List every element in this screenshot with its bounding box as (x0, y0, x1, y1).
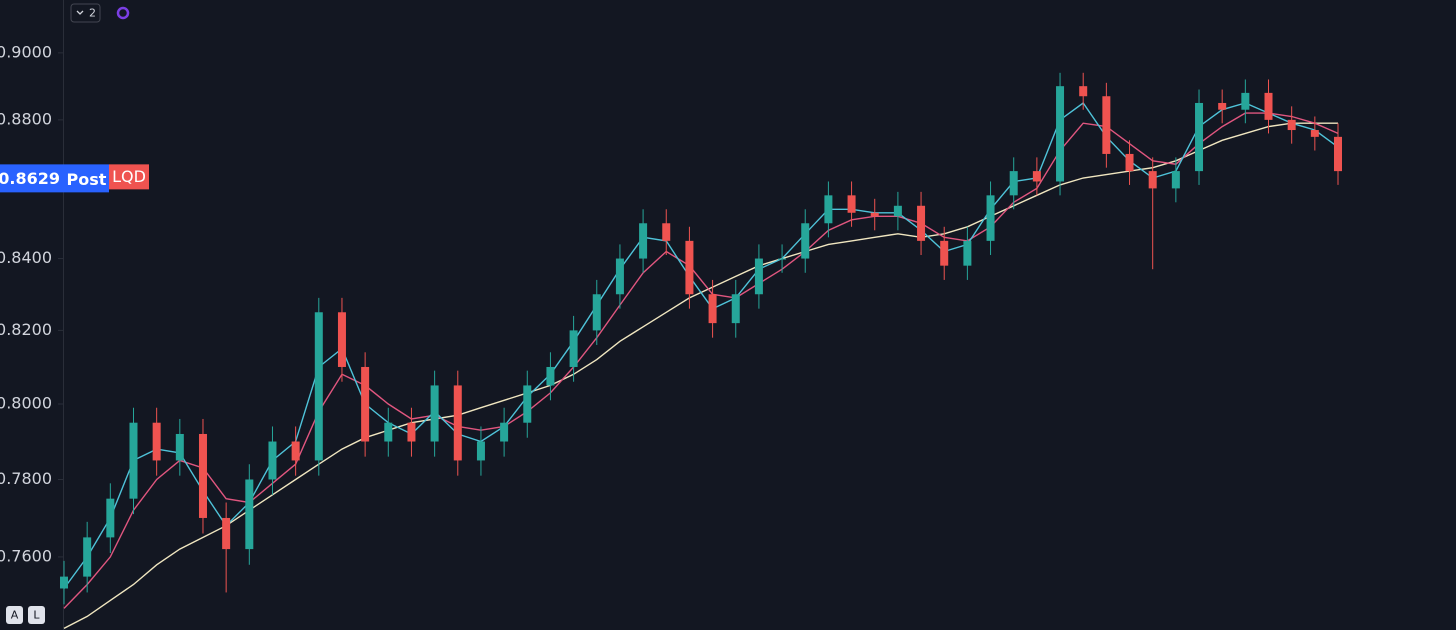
candle-body (1218, 102, 1227, 110)
candle-body (1148, 171, 1157, 189)
y-tick-label: 0.9000 (0, 42, 52, 61)
candle-body (198, 433, 207, 518)
candle-body (222, 517, 231, 550)
candle-body (940, 240, 949, 266)
candle-body (801, 223, 810, 259)
candle-body (1310, 130, 1319, 137)
candle-body (384, 422, 393, 442)
symbol-tag: LQD (112, 167, 146, 186)
candle-body (963, 240, 972, 266)
candle-body (83, 537, 92, 577)
candle-body (268, 441, 277, 480)
price-tag: Post (67, 170, 107, 189)
candle-body (1287, 119, 1296, 131)
candle-body (778, 258, 787, 260)
y-tick-label: 0.8400 (0, 248, 52, 267)
y-tick-label: 0.7600 (0, 546, 52, 565)
candle-body (129, 422, 138, 499)
candle-body (917, 205, 926, 241)
candle-body (569, 330, 578, 367)
candle-body (430, 385, 439, 442)
sync-icon[interactable] (116, 6, 130, 20)
candle-body (1009, 171, 1018, 196)
auto-scale-label: A (11, 609, 19, 622)
y-tick-label: 0.7800 (0, 469, 52, 488)
y-tick-label: 0.8000 (0, 394, 52, 413)
candle-body (615, 258, 624, 295)
candle-body (361, 366, 370, 442)
collapse-button[interactable] (70, 3, 101, 23)
symbol-tag-box (109, 164, 149, 190)
candle-body (1195, 102, 1204, 172)
candle-body (476, 441, 485, 461)
candle-body (1102, 96, 1111, 154)
candle-body (824, 195, 833, 224)
candle-body (314, 312, 323, 461)
candle-body (407, 422, 416, 442)
candle-body (245, 479, 254, 550)
candle-body (708, 294, 717, 324)
candle-body (1079, 86, 1088, 97)
candle-body (986, 195, 995, 241)
candle-body (546, 366, 555, 386)
candle-body (1241, 92, 1250, 110)
candle-body (453, 385, 462, 461)
candle-body (1264, 92, 1273, 120)
candle-body (1334, 136, 1342, 172)
price-label: 0.8629 (0, 169, 60, 188)
candle-body (754, 258, 763, 295)
log-scale-label: L (33, 609, 40, 622)
candle-body (1171, 171, 1180, 189)
candle-body (175, 433, 184, 461)
candle-body (847, 195, 856, 213)
candle-body (106, 498, 115, 538)
candle-body (870, 212, 879, 217)
candle-body (893, 205, 902, 217)
moving-average-line (63, 112, 1339, 609)
y-tick-label: 0.8800 (0, 109, 52, 128)
candle-body (523, 385, 532, 423)
y-tick-label: 0.8200 (0, 320, 52, 339)
candle-body (1125, 153, 1134, 172)
auto-scale-button[interactable] (6, 606, 23, 624)
candle-body (337, 312, 346, 367)
candle-body (1032, 171, 1041, 182)
candle-body (731, 294, 740, 324)
price-tag-box (64, 164, 109, 193)
candle-body (500, 422, 509, 442)
candle-body (60, 576, 68, 589)
candle-body (685, 240, 694, 295)
log-scale-button[interactable] (28, 606, 45, 624)
candle-body (1056, 86, 1065, 182)
candle-body (639, 223, 648, 259)
collapse-count: 2 (89, 7, 96, 20)
candle-body (291, 441, 300, 461)
candle-body (152, 422, 161, 461)
candle-body (662, 223, 671, 241)
price-label-box (0, 164, 64, 193)
candle-body (592, 294, 601, 331)
chevron-icon (76, 10, 84, 15)
